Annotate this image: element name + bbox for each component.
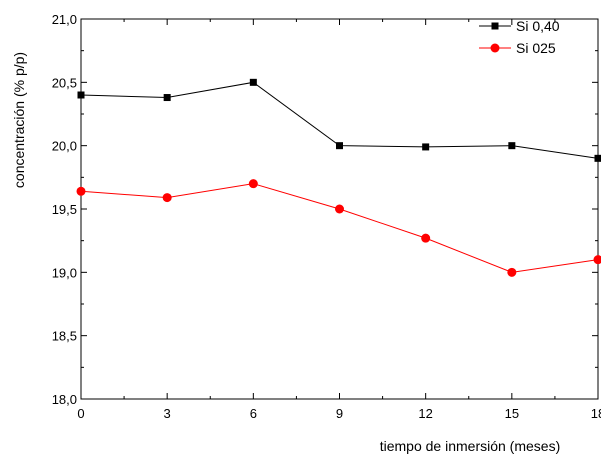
data-point: [421, 233, 431, 243]
x-tick-label: 12: [418, 406, 432, 421]
data-point: [593, 255, 601, 265]
y-tick-label: 18,5: [52, 329, 77, 344]
x-tick-label: 15: [505, 406, 519, 421]
x-tick-label: 6: [250, 406, 257, 421]
y-tick-label: 19,0: [52, 265, 77, 280]
legend-marker: [491, 22, 499, 30]
legend-label: Si 025: [516, 40, 556, 56]
series-1: [77, 78, 601, 162]
data-point: [77, 91, 85, 99]
y-tick-label: 20,5: [52, 75, 77, 90]
y-tick-label: 21,0: [52, 12, 77, 27]
x-tick-label: 18: [591, 406, 601, 421]
x-tick-label: 3: [164, 406, 171, 421]
data-point: [336, 142, 343, 150]
data-point: [507, 267, 517, 277]
series-line: [80, 183, 599, 273]
legend: Si 0,40 Si 025: [479, 18, 560, 56]
y-tick-label: 19,5: [52, 202, 77, 217]
legend-item: Si 0,40: [479, 18, 560, 34]
data-point: [508, 142, 516, 150]
data-point: [162, 193, 172, 203]
data-point: [248, 179, 258, 189]
x-tick-label: 0: [77, 406, 84, 421]
data-point: [335, 204, 344, 214]
legend-marker: [490, 43, 500, 53]
data-point: [594, 154, 601, 162]
y-tick-label: 20,0: [52, 139, 77, 154]
legend-item: Si 025: [479, 40, 556, 56]
data-point: [422, 143, 430, 151]
y-axis-title: concentración (% p/p): [11, 52, 27, 188]
data-point: [163, 94, 171, 102]
data-point: [76, 186, 86, 196]
series-layer: [76, 78, 601, 277]
x-tick-label: 9: [336, 406, 343, 421]
axis-ticks: 0 3 6 9 12 15 18 18,0 18,5 19,0 19,5 20,0 20,5 21,0: [52, 12, 601, 421]
x-axis-title: tiempo de inmersión (meses): [380, 438, 561, 454]
data-point: [249, 78, 257, 86]
legend-label: Si 0,40: [516, 18, 560, 34]
series-2: [76, 179, 601, 277]
y-tick-label: 18,0: [52, 392, 77, 407]
